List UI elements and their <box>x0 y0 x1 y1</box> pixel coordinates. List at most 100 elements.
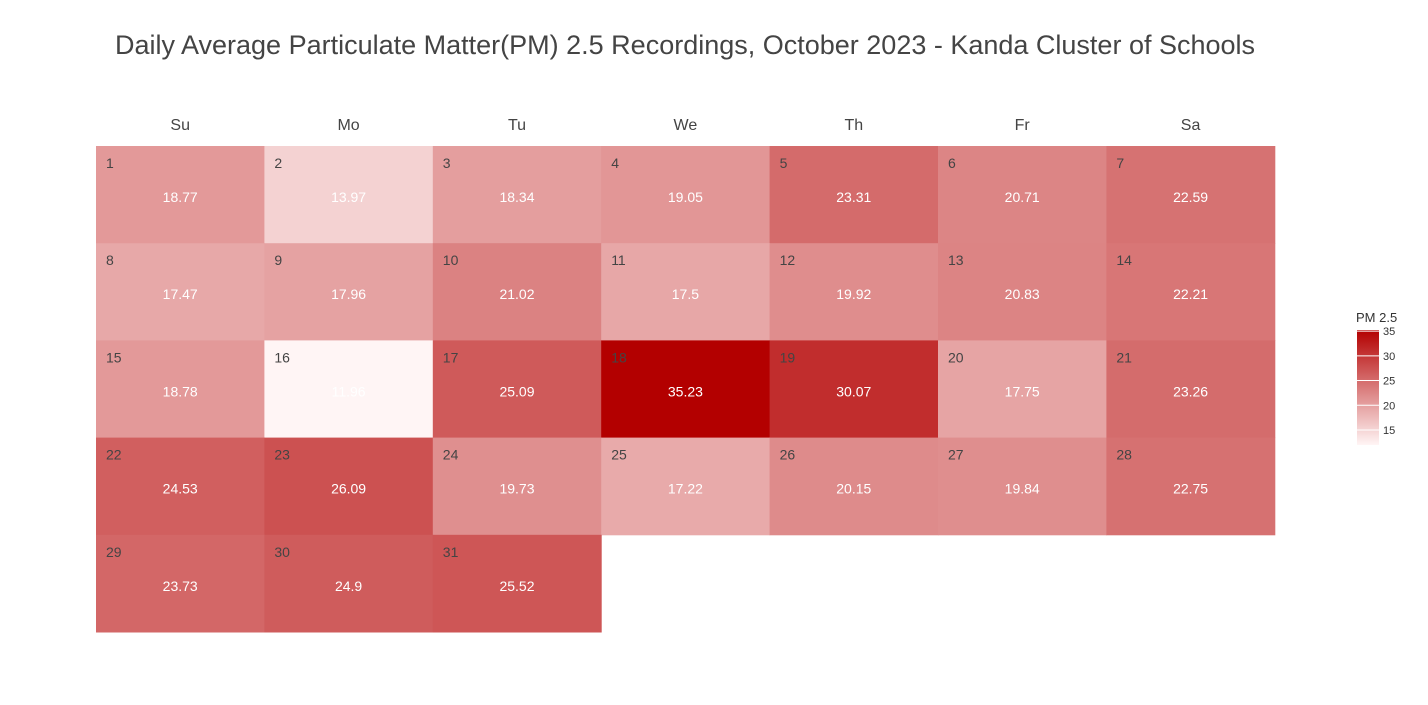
day-cell-4: 419.05 <box>601 146 771 244</box>
day-cell-rect <box>769 437 939 536</box>
day-value-label: 17.96 <box>331 286 366 302</box>
day-cell-5: 523.31 <box>769 146 939 244</box>
day-cell-9: 917.96 <box>264 243 434 341</box>
day-value-label: 18.34 <box>499 189 534 205</box>
day-cell-rect <box>264 437 434 536</box>
colorbar-legend: 35 30 25 20 15 <box>1357 326 1395 445</box>
day-cell-22: 22 24.53 <box>96 437 265 536</box>
day-cell-27: 27 19.84 <box>938 437 1107 536</box>
day-value-label: 11.96 <box>332 383 366 399</box>
day-cell-15: 15 18.78 <box>96 340 265 439</box>
weekday-header-row: Su Mo Tu We Th Fr Sa <box>170 117 1200 134</box>
day-cell-3: 318.34 <box>432 146 602 244</box>
day-cell-19: 19 30.07 <box>769 340 939 439</box>
day-cell-25: 25 17.22 <box>601 437 771 536</box>
chart-title: Daily Average Particulate Matter(PM) 2.5… <box>114 30 1256 60</box>
day-value-label: 20.15 <box>836 481 871 497</box>
weekday-label-su: Su <box>170 117 190 134</box>
day-cell-6: 620.71 <box>938 146 1107 244</box>
day-value-label: 21.02 <box>499 286 534 302</box>
day-number-label: 10 <box>443 252 459 268</box>
day-number-label: 13 <box>948 252 964 268</box>
day-number-label: 31 <box>443 544 459 560</box>
day-number-label: 17 <box>443 349 459 365</box>
day-cell-17: 17 25.09 <box>432 340 602 439</box>
day-cell-26: 26 20.15 <box>769 437 939 536</box>
day-number-label: 1 <box>106 155 114 171</box>
day-number-label: 22 <box>106 447 122 463</box>
day-number-label: 23 <box>274 447 290 463</box>
day-cell-rect <box>938 243 1107 341</box>
day-number-label: 2 <box>274 155 282 171</box>
day-number-label: 19 <box>780 349 796 365</box>
day-value-label: 35.23 <box>668 383 703 399</box>
day-value-label: 22.21 <box>1173 286 1208 302</box>
colorbar <box>1357 330 1379 445</box>
day-cell-2: 213.97 <box>264 146 434 244</box>
day-value-label: 24.53 <box>163 481 198 497</box>
day-number-label: 15 <box>106 349 122 365</box>
day-value-label: 17.5 <box>672 286 699 302</box>
day-cell-rect <box>432 243 602 341</box>
day-cell-rect <box>96 243 265 341</box>
day-cell-29: 29 23.73 <box>96 534 265 633</box>
day-cell-rect <box>769 243 939 341</box>
day-value-label: 19.84 <box>1005 481 1040 497</box>
day-cell-12: 12 19.92 <box>769 243 939 341</box>
day-value-label: 23.73 <box>163 578 198 594</box>
day-cell-1: 118.77 <box>96 146 265 244</box>
day-value-label: 30.07 <box>836 383 871 399</box>
day-value-label: 19.92 <box>836 286 871 302</box>
weekday-label-mo: Mo <box>337 117 359 134</box>
day-value-label: 18.78 <box>163 383 198 399</box>
day-cell-28: 28 22.75 <box>1106 437 1276 536</box>
day-cell-rect <box>1106 146 1276 244</box>
day-number-label: 29 <box>106 544 122 560</box>
day-number-label: 25 <box>611 447 627 463</box>
day-value-label: 23.26 <box>1173 383 1208 399</box>
weekday-label-tu: Tu <box>508 117 526 134</box>
day-cell-rect <box>432 534 602 633</box>
colorbar-tick-label: 15 <box>1383 425 1395 437</box>
day-cell-rect <box>938 146 1107 244</box>
day-value-label: 19.73 <box>499 481 534 497</box>
day-value-label: 26.09 <box>331 481 366 497</box>
calendar-grid: 118.77213.97318.34419.05523.31620.71722.… <box>96 146 1276 633</box>
day-cell-20: 20 17.75 <box>938 340 1107 439</box>
day-number-label: 9 <box>274 252 282 268</box>
day-cell-rect <box>96 340 265 439</box>
day-number-label: 3 <box>443 155 451 171</box>
day-cell-rect <box>264 146 434 244</box>
day-cell-rect <box>264 534 434 633</box>
day-value-label: 13.97 <box>331 189 366 205</box>
day-cell-10: 10 21.02 <box>432 243 602 341</box>
day-value-label: 17.47 <box>163 286 198 302</box>
day-cell-rect <box>96 146 265 244</box>
day-cell-rect <box>1106 340 1276 439</box>
day-number-label: 14 <box>1116 252 1132 268</box>
colorbar-tick-label: 20 <box>1383 400 1395 412</box>
day-cell-rect <box>264 243 434 341</box>
day-number-label: 18 <box>611 349 627 365</box>
day-value-label: 25.09 <box>499 383 534 399</box>
day-cell-rect <box>938 437 1107 536</box>
day-cell-rect <box>769 146 939 244</box>
day-cell-7: 722.59 <box>1106 146 1276 244</box>
day-cell-11: 11 17.5 <box>601 243 771 341</box>
weekday-label-sa: Sa <box>1181 117 1201 134</box>
day-number-label: 24 <box>443 447 459 463</box>
day-value-label: 18.77 <box>163 189 198 205</box>
day-cell-13: 13 20.83 <box>938 243 1107 341</box>
day-value-label: 17.75 <box>1005 383 1040 399</box>
day-cell-rect <box>601 243 771 341</box>
day-value-label: 20.71 <box>1005 189 1040 205</box>
day-number-label: 26 <box>780 447 796 463</box>
day-number-label: 7 <box>1116 155 1124 171</box>
day-number-label: 27 <box>948 447 964 463</box>
day-cell-rect <box>96 534 265 633</box>
day-cell-rect <box>1106 437 1276 536</box>
day-cell-24: 24 19.73 <box>432 437 602 536</box>
day-cell-rect <box>601 437 771 536</box>
colorbar-tick-label: 25 <box>1383 376 1395 388</box>
